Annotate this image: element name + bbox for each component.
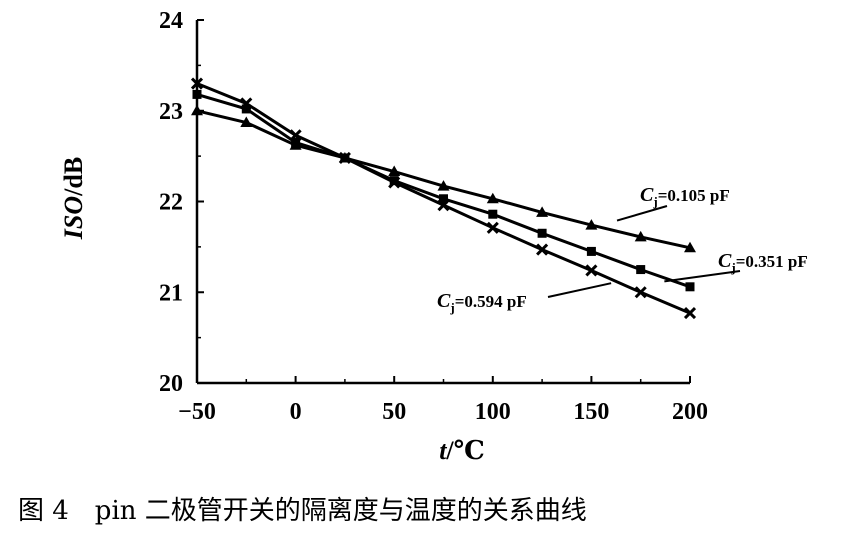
x-marker: [634, 286, 647, 299]
square-marker: [586, 246, 596, 256]
y-tick-label: 21: [159, 280, 183, 306]
triangle-marker: [634, 230, 647, 242]
x-marker: [536, 243, 549, 256]
x-marker: [437, 199, 450, 212]
series-x: [190, 77, 697, 320]
square-marker: [439, 194, 448, 204]
axes: 20 21 22 23 24 −50 0 50 100 150 200: [159, 8, 708, 425]
triangle-marker: [684, 241, 696, 253]
y-tick-label: 24: [159, 8, 183, 34]
y-tick-label: 22: [159, 190, 183, 216]
annotation-leader: [616, 205, 668, 222]
x-marker: [585, 264, 598, 277]
x-marker: [486, 221, 499, 234]
triangle-marker: [486, 192, 499, 204]
series-triangle: [191, 104, 696, 253]
x-marker: [240, 97, 253, 110]
series-line: [196, 109, 691, 250]
x-tick-label: 0: [290, 399, 302, 425]
x-marker: [289, 129, 302, 142]
triangle-marker: [388, 165, 401, 177]
square-marker: [636, 265, 646, 275]
y-tick-label: 23: [159, 99, 183, 125]
series-label: Cj=0.105 pF: [640, 184, 730, 209]
annotations: Cj=0.105 pF Cj=0.351 pF Cj=0.594 pF: [437, 184, 808, 315]
x-marker: [338, 151, 351, 165]
x-tick-label: −50: [178, 399, 216, 425]
series-label: Cj=0.351 pF: [718, 250, 808, 275]
x-marker: [190, 77, 204, 90]
series-line: [196, 92, 691, 289]
square-marker: [192, 89, 202, 99]
annotation-leader: [664, 270, 741, 283]
x-axis-label: t/℃: [439, 436, 485, 465]
series-label: Cj=0.594 pF: [437, 290, 527, 315]
triangle-marker: [437, 180, 450, 191]
square-marker: [537, 228, 547, 238]
x-tick-label: 200: [672, 399, 708, 425]
square-marker: [685, 282, 695, 292]
triangle-marker: [191, 104, 203, 116]
figure-caption: 图 4 pin 二极管开关的隔离度与温度的关系曲线: [18, 496, 587, 526]
series-square: [192, 89, 695, 292]
y-tick-label: 20: [159, 371, 183, 397]
square-marker: [488, 209, 498, 219]
y-axis-label: ISO/dB: [59, 157, 88, 240]
square-marker: [241, 104, 251, 114]
triangle-marker: [240, 116, 253, 128]
triangle-marker: [536, 206, 549, 217]
annotation-leader: [547, 282, 612, 298]
x-tick-label: 100: [475, 399, 511, 425]
series-layer: [190, 77, 697, 320]
x-tick-label: 150: [573, 399, 609, 425]
square-marker: [291, 138, 301, 148]
x-marker: [388, 176, 401, 189]
x-marker: [683, 307, 697, 320]
triangle-marker: [585, 219, 598, 230]
x-tick-label: 50: [382, 399, 406, 425]
